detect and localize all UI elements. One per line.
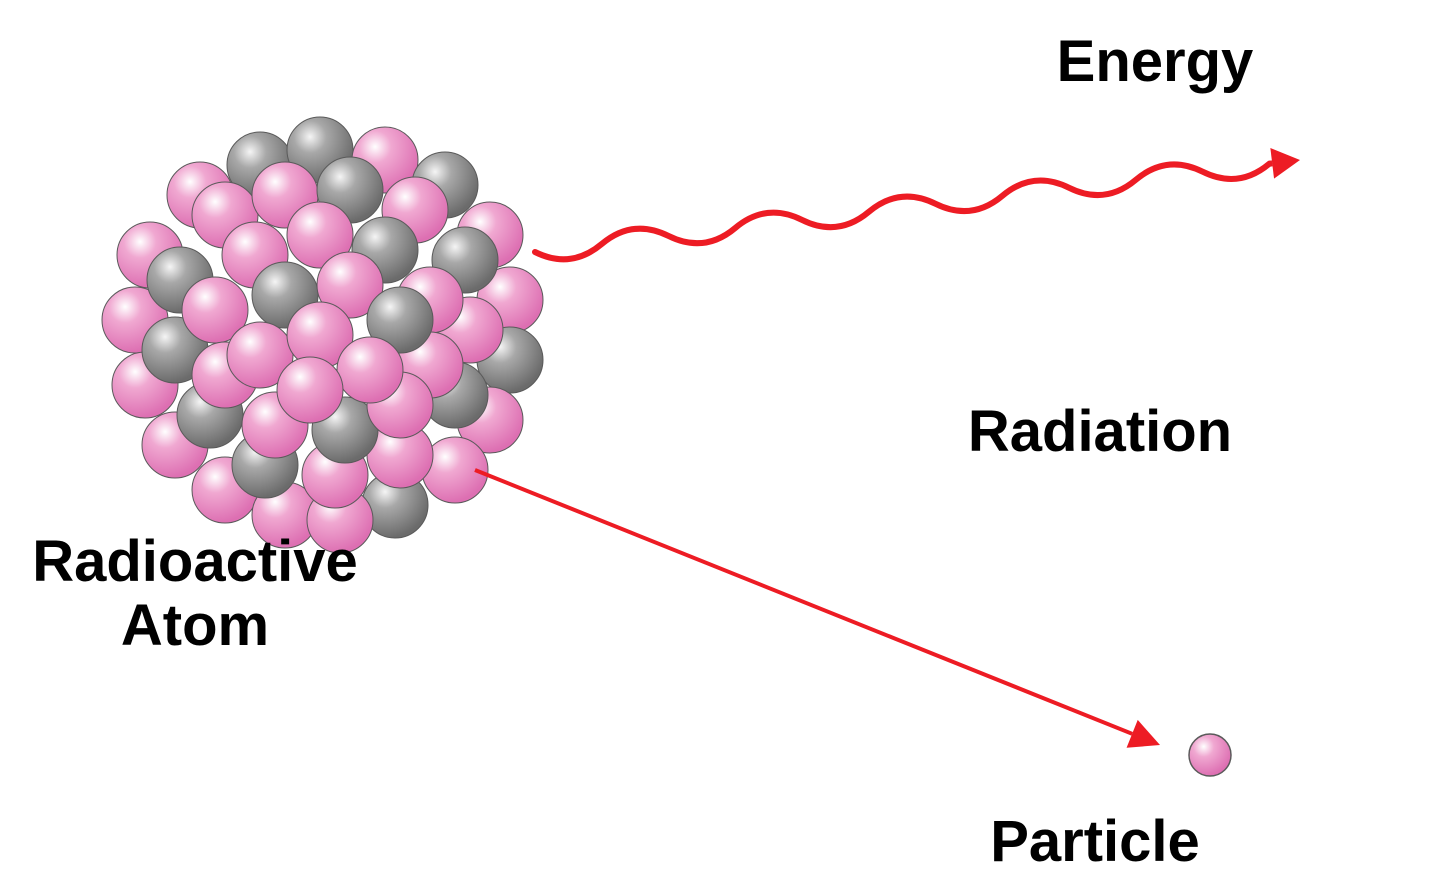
nucleus-cluster (102, 117, 543, 553)
diagram-canvas: Energy Radiation Particle Radioactive At… (0, 0, 1440, 889)
energy-wave-arrow (535, 164, 1269, 260)
proton-sphere-icon (277, 357, 343, 423)
emitted-particle-icon (1189, 734, 1231, 776)
proton-sphere-icon (337, 337, 403, 403)
radioactive-atom-label: Radioactive Atom (0, 530, 915, 658)
energy-label: Energy (435, 30, 1440, 94)
energy-wave-arrowhead-icon (1270, 148, 1300, 179)
radiation-label: Radiation (380, 400, 1440, 464)
particle-label: Particle (375, 810, 1440, 874)
